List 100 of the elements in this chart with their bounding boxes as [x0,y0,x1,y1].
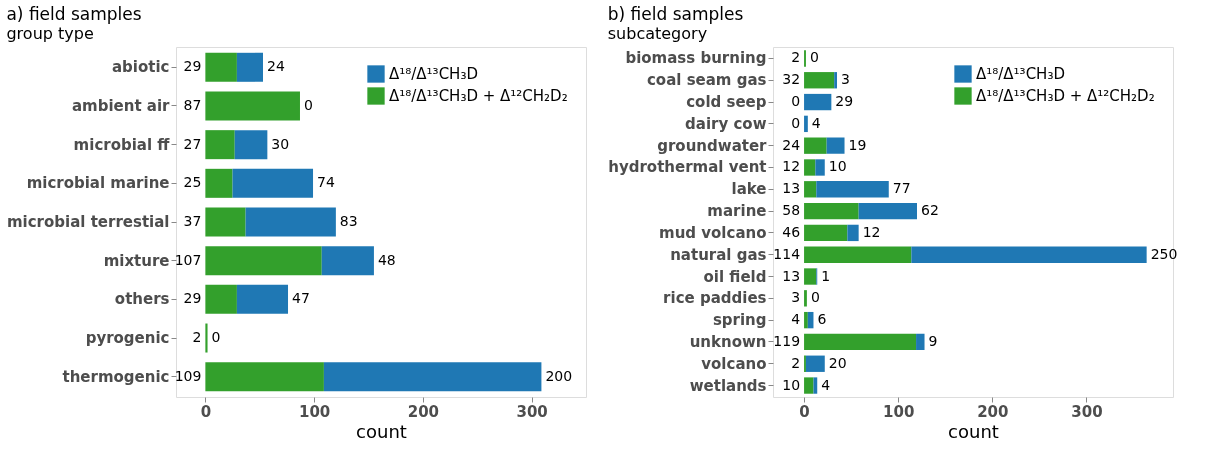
bar [804,377,814,394]
data-label: 77 [892,180,911,197]
y-tick-label: natural gas [670,245,767,264]
data-label: 27 [183,135,202,152]
bar [816,181,889,198]
data-label: 2 [791,354,801,371]
y-axis-title: group type [6,24,94,43]
bar [205,284,237,314]
bar [804,224,848,242]
y-tick-label: hydrothermal vent [608,158,767,177]
data-label: 30 [271,135,290,152]
y-tick-label: dairy cow [685,114,767,133]
y-tick-label: ambient air [71,96,171,115]
y-tick-label: lake [731,180,767,199]
y-tick-label: biomass burning [625,49,767,68]
bar [834,72,837,89]
data-label: 0 [809,49,819,66]
data-label: 107 [174,251,202,268]
bar [205,168,233,198]
bar [205,323,208,353]
y-tick-label: mixture [103,251,170,270]
y-tick-label: others [114,290,170,309]
y-tick-label: thermogenic [62,367,170,386]
bar [205,207,246,237]
y-tick-label: rice paddies [663,289,767,308]
data-label: 32 [782,71,801,88]
y-tick-label: groundwater [657,136,768,155]
y-tick-label: microbial terrestial [6,213,170,231]
data-label: 6 [817,311,827,328]
data-label: 62 [921,202,939,219]
x-tick-label: 300 [516,402,548,421]
data-label: 29 [183,290,202,307]
bar [232,168,314,198]
data-label: 9 [928,332,938,349]
data-label: 48 [377,251,396,268]
bar [804,159,816,176]
data-label: 4 [821,376,831,393]
data-label: 2 [192,329,202,346]
x-tick-label: 100 [883,402,915,421]
bar [804,333,917,351]
legend-label: Δ¹⁸/Δ¹³CH₃D [976,65,1065,83]
bar [804,246,912,263]
y-tick-label: microbial marine [26,174,170,193]
x-tick-label: 200 [977,402,1009,421]
y-tick-label: cold seep [686,93,767,112]
data-label: 2 [791,49,801,66]
bar [804,72,835,89]
data-label: 29 [835,93,854,110]
bar [916,333,925,351]
y-tick-label: mud volcano [659,223,767,242]
bar [804,290,807,307]
x-tick-label: 0 [200,402,212,421]
y-tick-label: volcano [701,354,767,373]
data-label: 3 [841,71,850,88]
y-tick-label: pyrogenic [85,329,170,348]
data-label: 47 [292,290,310,307]
y-tick-label: coal seam gas [646,71,767,90]
data-label: 4 [811,114,821,131]
chart-title: a) field samples [6,4,142,24]
chart-title: b) field samples [607,4,744,24]
x-tick-label: 300 [1071,402,1103,421]
y-tick-label: marine [707,202,767,221]
data-label: 12 [862,223,881,240]
data-label: 1 [821,267,831,284]
data-label: 19 [848,136,867,153]
data-label: 0 [211,329,221,346]
data-label: 24 [782,136,801,153]
bar [804,137,827,154]
bar [205,130,235,160]
bar [321,246,374,276]
bar [826,137,845,154]
y-tick-label: spring [712,311,767,330]
data-label: 0 [791,114,801,131]
y-axis-title: subcategory [607,24,708,43]
data-label: 25 [183,174,202,191]
data-label: 74 [317,174,335,191]
y-tick-label: abiotic [111,58,170,77]
bar [205,52,237,82]
bar [205,362,324,392]
bar [805,355,825,372]
x-tick-label: 100 [298,402,331,421]
bar [205,91,300,121]
data-label: 3 [791,289,801,306]
data-label: 0 [810,289,820,306]
bar [815,159,825,176]
x-axis-title: count [948,420,999,442]
data-label: 83 [339,213,358,229]
bar [813,377,818,394]
x-tick-label: 200 [407,402,440,421]
bar [804,93,832,111]
data-label: 13 [782,180,801,197]
data-label: 200 [545,367,573,384]
data-label: 0 [303,96,313,113]
data-label: 58 [782,202,801,219]
y-tick-label: unknown [689,332,767,351]
bar [205,246,322,276]
data-label: 10 [782,376,801,393]
legend-label: Δ¹⁸/Δ¹³CH₃D + Δ¹²CH₂D₂ [976,87,1155,105]
bar [323,362,542,392]
bar [236,284,289,314]
